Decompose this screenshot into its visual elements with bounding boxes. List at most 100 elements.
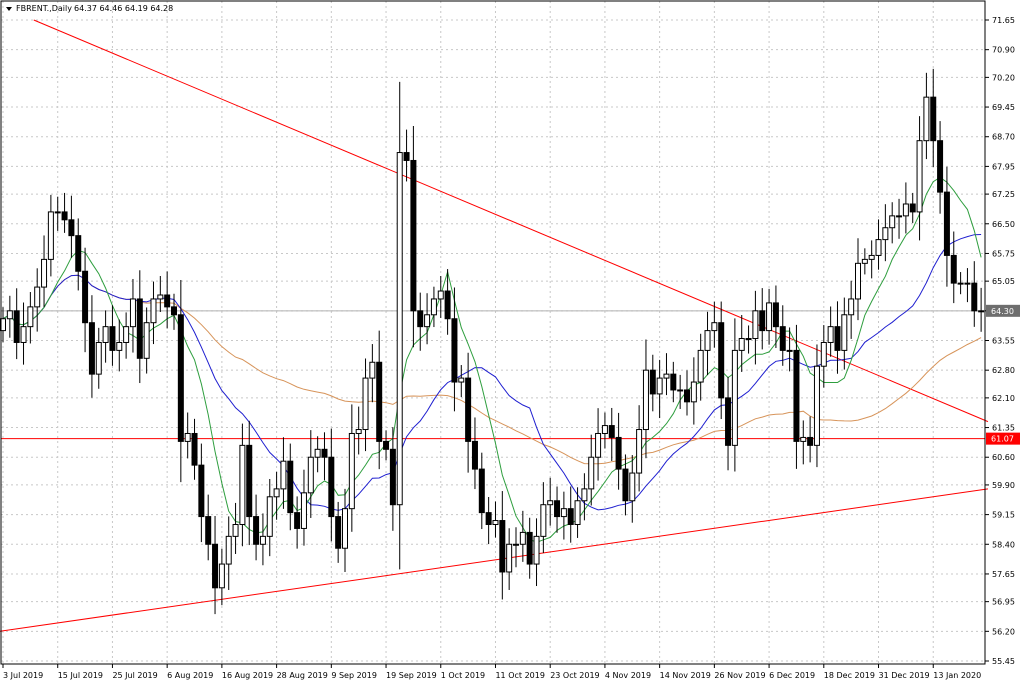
candle-body <box>348 432 355 510</box>
candle-body <box>697 349 704 383</box>
candle-body <box>772 302 779 328</box>
candle-body <box>656 377 663 395</box>
candle-body <box>171 306 177 316</box>
x-tick-label: 1 Oct 2019 <box>441 671 485 680</box>
x-tick-label: 19 Sep 2019 <box>386 671 437 680</box>
candle-body <box>567 508 574 525</box>
y-tick-label: 67.25 <box>992 190 1015 199</box>
candle-body <box>834 326 841 351</box>
x-tick-label: 11 Oct 2019 <box>495 671 544 680</box>
candle-body <box>389 448 396 506</box>
x-tick-label: 6 Dec 2019 <box>769 671 815 680</box>
x-tick-label: 14 Nov 2019 <box>660 671 711 680</box>
level-price-tag: 61.07 <box>991 435 1014 444</box>
y-tick-label: 71.65 <box>992 16 1015 25</box>
candle-body <box>889 215 896 229</box>
candle-body <box>41 258 48 288</box>
candle-body <box>875 239 882 256</box>
candle-body <box>47 211 54 260</box>
candle-body <box>725 397 732 446</box>
candle-body <box>280 460 287 490</box>
x-tick-label: 15 Jul 2019 <box>58 671 103 680</box>
candle-body <box>916 140 923 213</box>
x-tick-label: 6 Aug 2019 <box>167 671 213 680</box>
y-tick-label: 62.80 <box>992 366 1015 375</box>
y-tick-label: 68.70 <box>992 133 1015 142</box>
candle-body <box>813 365 820 446</box>
candle-body <box>82 270 89 324</box>
candle-body <box>198 464 205 518</box>
candle-body <box>909 203 916 213</box>
candle-body <box>902 203 909 217</box>
candle-body <box>403 152 410 161</box>
candle-body <box>246 444 253 518</box>
candle-body <box>793 349 800 442</box>
x-tick-label: 31 Dec 2019 <box>879 671 930 680</box>
candle-body <box>328 456 335 518</box>
candle-body <box>704 330 711 351</box>
price-tags: 64.30 61.07 <box>986 304 1020 445</box>
candle-body <box>615 436 622 470</box>
candle-body <box>971 282 978 312</box>
candle-body <box>560 508 567 518</box>
candle-body <box>129 298 136 328</box>
candle-body <box>930 96 937 142</box>
candle-body <box>800 436 807 442</box>
trendlines <box>0 19 989 632</box>
triangle-down-icon[interactable] <box>6 7 12 11</box>
y-tick-label: 63.55 <box>992 337 1015 346</box>
candle-body <box>444 290 451 320</box>
candle-body <box>205 516 212 545</box>
candle-body <box>690 381 697 403</box>
candle-body <box>465 377 472 442</box>
candle-body <box>642 369 649 431</box>
candle-body <box>745 338 752 341</box>
candle-body <box>430 298 437 316</box>
candle-body <box>116 341 123 351</box>
candle-body <box>513 543 519 546</box>
candle-body <box>861 258 868 264</box>
candle-body <box>622 468 629 502</box>
last-price-tag-bg <box>986 304 1020 317</box>
candle-body <box>636 429 643 474</box>
candle-body <box>287 460 294 514</box>
candle-body <box>20 326 27 343</box>
y-tick-label: 69.45 <box>992 103 1015 112</box>
candle-body <box>184 432 191 442</box>
candle-body <box>670 373 677 391</box>
candle-body <box>711 322 718 332</box>
candle-body <box>937 140 944 193</box>
candle-body <box>608 425 615 438</box>
candle-body <box>547 500 554 506</box>
candle-body <box>95 341 102 375</box>
candle-body <box>13 310 20 343</box>
candle-body <box>143 322 150 359</box>
candle-body <box>410 159 417 312</box>
candle-body <box>417 310 424 328</box>
descending-trendline <box>33 19 989 423</box>
candle-body <box>827 326 834 343</box>
candle-body <box>485 512 492 525</box>
horizontal-levels <box>1 310 985 440</box>
candle-body <box>943 191 950 256</box>
candle-body <box>88 322 95 375</box>
candle-body <box>677 389 684 392</box>
candle-body <box>335 516 342 549</box>
last-price-tag: 64.30 <box>991 307 1014 316</box>
candle-body <box>191 432 198 466</box>
candle-body <box>601 425 608 434</box>
x-tick-label: 16 Aug 2019 <box>222 671 273 680</box>
candle-body <box>478 468 485 514</box>
candle-body <box>964 282 971 285</box>
candle-body <box>34 286 41 308</box>
candle-body <box>882 227 889 241</box>
candle-body <box>540 504 547 537</box>
candle-body <box>150 298 157 324</box>
candle-body <box>157 294 164 300</box>
x-tick-label: 3 Jul 2019 <box>3 671 43 680</box>
candle-body <box>595 432 602 458</box>
candle-body <box>27 306 34 328</box>
candle-body <box>649 369 656 395</box>
candle-body <box>526 531 533 565</box>
